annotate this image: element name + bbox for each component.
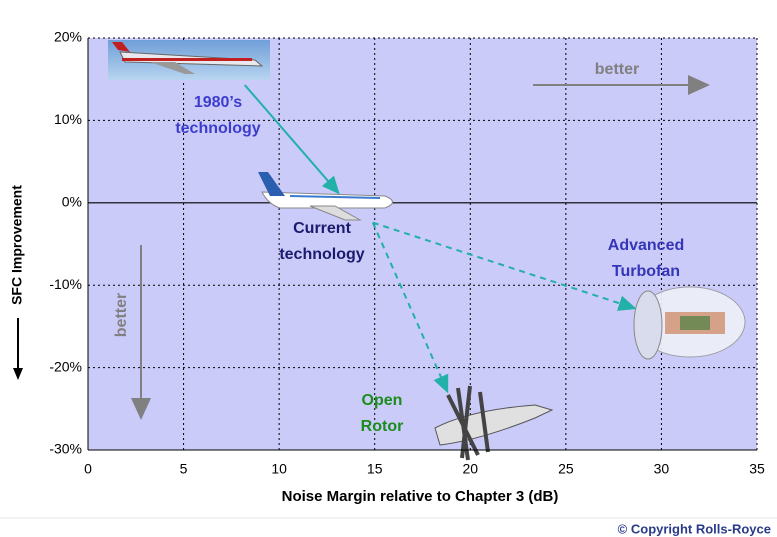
aircraft-photo-1980s <box>108 40 270 80</box>
y-tick-label: 0% <box>62 194 82 210</box>
point-label: Turbofan <box>612 263 680 280</box>
y-label-arrowhead <box>13 368 23 380</box>
better-label: better <box>113 293 130 337</box>
point-label: 1980’s <box>194 94 242 111</box>
y-tick-label: 20% <box>54 29 82 45</box>
copyright: © Copyright Rolls-Royce <box>618 521 771 536</box>
x-tick-label: 5 <box>180 461 188 477</box>
y-tick-label: 10% <box>54 111 82 127</box>
y-tick-label: -20% <box>49 358 82 374</box>
x-tick-label: 15 <box>367 461 383 477</box>
x-axis-label: Noise Margin relative to Chapter 3 (dB) <box>282 488 559 505</box>
trend-arrow <box>243 84 340 195</box>
x-tick-label: 25 <box>558 461 574 477</box>
point-label: Advanced <box>608 237 684 254</box>
engine-turbofan <box>633 286 746 360</box>
y-tick-label: -30% <box>49 441 82 457</box>
point-label: Rotor <box>361 418 404 435</box>
x-tick-label: 20 <box>462 461 478 477</box>
engine-open-rotor <box>434 385 554 461</box>
point-label: Open <box>362 392 403 409</box>
trend-arrow <box>372 221 637 311</box>
trend-arrow <box>371 222 449 394</box>
x-tick-label: 30 <box>654 461 670 477</box>
plot-area <box>88 38 757 450</box>
y-tick-label: -10% <box>49 276 82 292</box>
point-label: Current <box>293 220 351 237</box>
point-label: technology <box>175 120 260 137</box>
aircraft-current <box>258 172 393 221</box>
point-label: technology <box>279 246 364 263</box>
x-tick-label: 10 <box>271 461 287 477</box>
y-axis-label: SFC Improvement <box>9 185 25 305</box>
better-label: better <box>595 61 639 78</box>
x-tick-label: 0 <box>84 461 92 477</box>
x-tick-label: 35 <box>749 461 765 477</box>
